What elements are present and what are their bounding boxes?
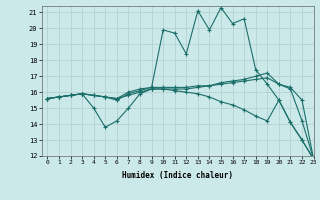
X-axis label: Humidex (Indice chaleur): Humidex (Indice chaleur) (122, 171, 233, 180)
